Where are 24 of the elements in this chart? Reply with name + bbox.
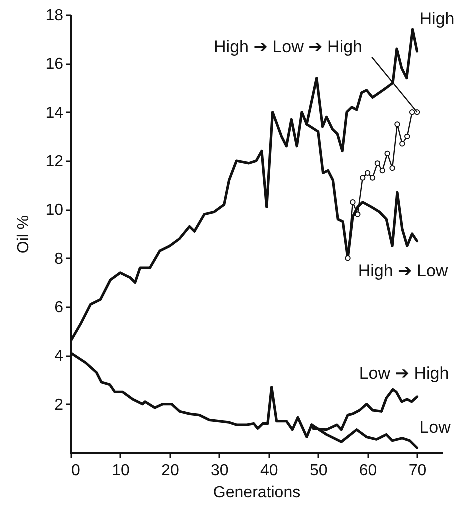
y-axis-title: Oil %	[16, 215, 33, 254]
series-label: High	[420, 10, 455, 28]
x-tick-label: 70	[408, 462, 427, 480]
x-tick-label: 10	[112, 462, 130, 480]
text: High ➔ Low ➔ High	[214, 37, 363, 56]
x-tick-label: 50	[310, 462, 328, 480]
y-tick-label: 2	[54, 396, 64, 414]
series-label: Low	[420, 418, 452, 438]
series-label: Low ➔ High	[359, 364, 450, 384]
y-tick-label: 8	[54, 250, 64, 268]
y-tick-label: 6	[54, 300, 64, 316]
y-tick-label: 10	[46, 202, 64, 220]
x-axis-title: Generations	[213, 484, 301, 502]
y-tick-label: 12	[46, 154, 64, 170]
series-label: High ➔ Low	[358, 261, 449, 280]
x-tick-label: 0	[72, 462, 80, 480]
x-tick-label: 40	[260, 462, 278, 480]
x-tick-label: 30	[211, 462, 229, 480]
y-tick-label: 4	[54, 348, 64, 366]
x-tick-label: 20	[162, 462, 180, 480]
x-tick-label: 60	[359, 462, 378, 480]
y-tick-label: 18	[46, 8, 64, 24]
y-tick-label: 16	[46, 56, 64, 74]
y-tick-label: 14	[46, 104, 64, 122]
